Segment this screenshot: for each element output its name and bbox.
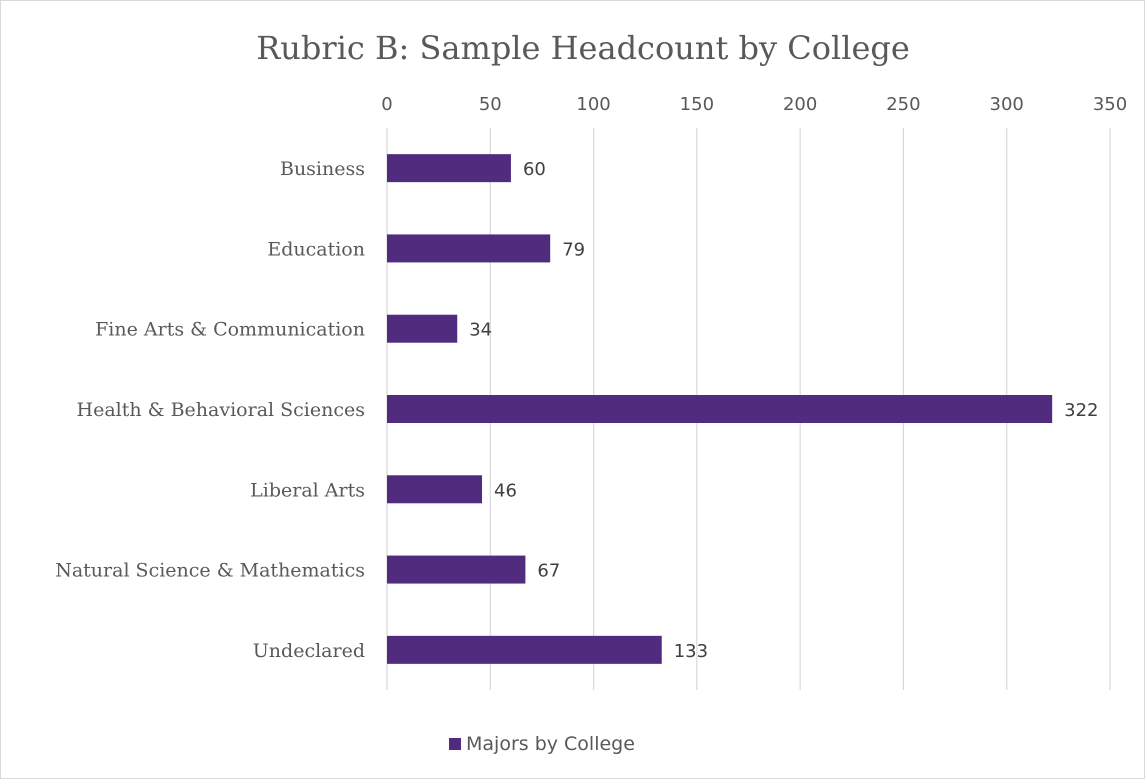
bar-4 [387,475,483,504]
data-label-3: 322 [1064,400,1098,421]
bar-0 [387,154,511,183]
chart-title: Rubric B: Sample Headcount by College [256,29,910,67]
data-labels: 60 79 34 322 46 67 133 [469,159,1098,662]
x-tick-label-150: 150 [680,94,714,115]
x-tick-label-100: 100 [576,94,610,115]
category-label-0: Business [280,158,365,180]
x-tick-label-250: 250 [886,94,920,115]
x-tick-label-0: 0 [381,94,392,115]
data-label-2: 34 [469,320,492,341]
bar-6 [387,635,662,664]
category-label-2: Fine Arts & Communication [95,319,365,341]
legend-label: Majors by College [466,733,635,755]
category-label-6: Undeclared [253,640,365,662]
data-label-4: 46 [494,480,517,501]
x-tick-label-200: 200 [783,94,817,115]
category-label-4: Liberal Arts [250,479,365,501]
data-label-6: 133 [674,641,708,662]
data-label-1: 79 [562,239,585,260]
category-label-5: Natural Science & Mathematics [55,560,365,582]
bar-3 [387,395,1053,423]
category-label-3: Health & Behavioral Sciences [77,399,365,421]
category-label-1: Education [267,238,365,260]
bar-1 [387,234,551,263]
x-tick-label-300: 300 [990,94,1024,115]
x-axis-tick-labels: 0 50 100 150 200 250 300 350 [381,94,1127,115]
bar-2 [387,314,458,343]
data-label-5: 67 [537,561,560,582]
bar-5 [387,555,526,584]
legend: Majors by College [449,733,635,755]
bars [387,154,1053,664]
data-label-0: 60 [523,159,546,180]
legend-swatch [449,738,461,750]
x-tick-label-350: 350 [1093,94,1127,115]
x-tick-label-50: 50 [479,94,502,115]
category-labels: Business Education Fine Arts & Communicati… [55,158,365,662]
